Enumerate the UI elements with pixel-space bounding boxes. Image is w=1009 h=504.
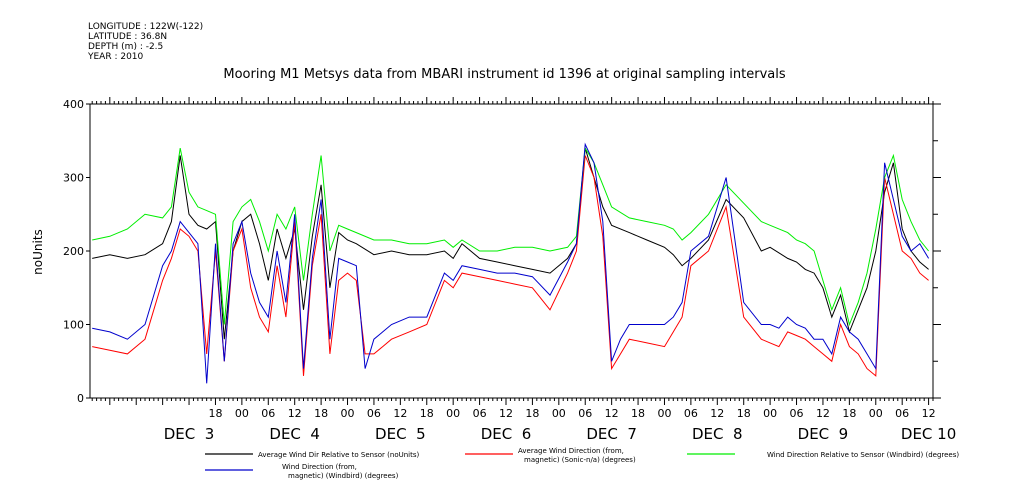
x-hour-tick-label: 18 xyxy=(631,407,645,420)
y-tick-label: 100 xyxy=(63,319,84,332)
legend-label-1: Average Wind Direction (from, xyxy=(518,447,624,455)
x-hour-tick-label: 12 xyxy=(499,407,513,420)
series-layer xyxy=(92,142,930,384)
x-hour-tick-label: 12 xyxy=(816,407,830,420)
latitude-text: LATITUDE : 36.8N xyxy=(88,32,168,42)
x-hour-tick-label: 18 xyxy=(737,407,751,420)
location-metadata: LONGITUDE : 122W(-122) LATITUDE : 36.8N … xyxy=(88,22,203,62)
x-hour-tick-label: 00 xyxy=(446,407,460,420)
x-hour-tick-label: 06 xyxy=(473,407,487,420)
x-hour-tick-label: 18 xyxy=(420,407,434,420)
depth-text: DEPTH (m) : -2.5 xyxy=(88,42,164,52)
x-hour-tick-label: 18 xyxy=(314,407,328,420)
x-day-label: DEC 5 xyxy=(375,425,426,443)
x-hour-tick-label: 12 xyxy=(288,407,302,420)
x-day-label: DEC 6 xyxy=(481,425,532,443)
y-tick-label: 0 xyxy=(77,392,84,405)
x-hour-tick-label: 12 xyxy=(710,407,724,420)
x-hour-tick-label: 00 xyxy=(763,407,777,420)
x-day-label: DEC 8 xyxy=(692,425,743,443)
legend-label-line2-3: magnetic) (Windbird) (degrees) xyxy=(288,472,399,480)
x-hour-tick-label: 00 xyxy=(552,407,566,420)
axes-layer: 0 100 200 300 400 18 00 06 12 18 00 06 12 18 00 06 12 18 0… xyxy=(63,97,956,443)
legend: Average Wind Dir Relative to Sensor (noU… xyxy=(205,447,959,480)
legend-label-0: Average Wind Dir Relative to Sensor (noU… xyxy=(258,451,419,459)
y-tick-label: 400 xyxy=(63,98,84,111)
x-day-label: DEC 9 xyxy=(798,425,849,443)
x-day-label: DEC 4 xyxy=(269,425,320,443)
x-hour-tick-label: 06 xyxy=(367,407,381,420)
legend-label-line2-1: magnetic) (Sonic-n/a) (degrees) xyxy=(524,456,636,464)
y-axis-label: noUnits xyxy=(31,229,45,275)
x-hour-tick-label: 12 xyxy=(922,407,936,420)
x-hour-tick-label: 18 xyxy=(842,407,856,420)
x-day-label: DEC 3 xyxy=(164,425,215,443)
x-hour-tick-label: 00 xyxy=(235,407,249,420)
x-hour-tick-label: 00 xyxy=(869,407,883,420)
legend-label-3: Wind Direction (from, xyxy=(282,463,357,471)
longitude-text: LONGITUDE : 122W(-122) xyxy=(88,22,204,32)
y-tick-label: 300 xyxy=(63,172,84,185)
y-tick-label: 200 xyxy=(63,245,84,258)
x-hour-tick-label: 18 xyxy=(208,407,222,420)
series-line-1 xyxy=(92,155,929,377)
x-hour-tick-label: 06 xyxy=(790,407,804,420)
chart-title: Mooring M1 Metsys data from MBARI instru… xyxy=(223,67,786,82)
legend-label-2: Wind Direction Relative to Sensor (Windb… xyxy=(767,451,959,459)
x-hour-tick-label: 12 xyxy=(605,407,619,420)
x-day-label: DEC 10 xyxy=(901,425,956,443)
x-hour-tick-label: 06 xyxy=(578,407,592,420)
series-line-3 xyxy=(92,142,930,384)
x-day-label: DEC 7 xyxy=(586,425,637,443)
x-hour-tick-label: 06 xyxy=(684,407,698,420)
x-hour-tick-label: 06 xyxy=(261,407,275,420)
x-hour-tick-label: 12 xyxy=(393,407,407,420)
x-hour-tick-label: 06 xyxy=(895,407,909,420)
x-hour-tick-label: 00 xyxy=(341,407,355,420)
x-hour-tick-label: 18 xyxy=(525,407,539,420)
year-text: YEAR : 2010 xyxy=(88,52,144,62)
series-line-2 xyxy=(92,146,929,327)
x-hour-tick-label: 00 xyxy=(657,407,671,420)
